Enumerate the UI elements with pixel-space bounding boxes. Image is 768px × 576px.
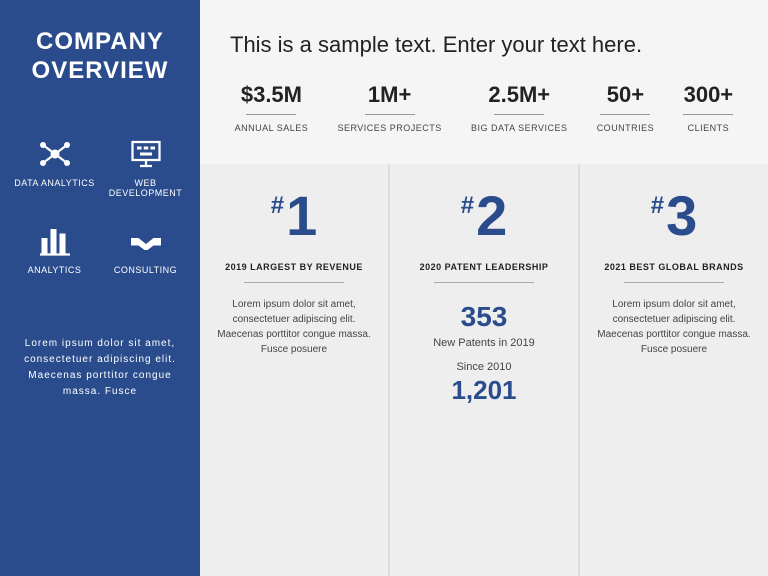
divider [434,282,534,283]
services-grid: DATA ANALYTICS WEB DEVELOPMENT ANALYTICS… [14,136,186,276]
stat-label: ANNUAL SALES [235,123,309,134]
sidebar: COMPANY OVERVIEW DATA ANALYTICS WEB DEVE… [0,0,200,576]
divider [365,114,415,115]
stat-value: $3.5M [241,82,302,108]
divider [494,114,544,115]
service-data-analytics: DATA ANALYTICS [14,136,95,200]
hash-icon: # [651,192,664,220]
rank-digit: 2 [476,188,507,244]
service-consulting: CONSULTING [105,223,186,276]
divider [244,282,344,283]
rank-title: 2020 PATENT LEADERSHIP [420,262,549,272]
sidebar-title: COMPANY OVERVIEW [32,28,169,86]
rank-number: # 3 [651,188,698,244]
service-label: CONSULTING [114,265,177,276]
stat-value: 50+ [607,82,644,108]
stat-clients: 300+ CLIENTS [683,82,733,134]
service-label: ANALYTICS [28,265,82,276]
rank-number: # 1 [271,188,318,244]
stat-big-data-services: 2.5M+ BIG DATA SERVICES [471,82,568,134]
ranking-1: # 1 2019 LARGEST BY REVENUE Lorem ipsum … [200,164,390,576]
presentation-icon [128,136,164,172]
service-web-development: WEB DEVELOPMENT [105,136,186,200]
rank-body: Lorem ipsum dolor sit amet, consectetuer… [596,297,752,357]
handshake-icon [128,223,164,259]
ranking-3: # 3 2021 BEST GLOBAL BRANDS Lorem ipsum … [580,164,768,576]
main-content: This is a sample text. Enter your text h… [200,0,768,576]
rank-digit: 3 [666,188,697,244]
divider [600,114,650,115]
network-icon [37,136,73,172]
stat-countries: 50+ COUNTRIES [597,82,655,134]
service-label: WEB DEVELOPMENT [105,178,186,200]
stat-value: 2.5M+ [488,82,550,108]
header-text: This is a sample text. Enter your text h… [200,0,768,82]
hash-icon: # [461,192,474,220]
stat-label: BIG DATA SERVICES [471,123,568,134]
stat-services-projects: 1M+ SERVICES PROJECTS [337,82,441,134]
stat-annual-sales: $3.5M ANNUAL SALES [235,82,309,134]
title-line-1: COMPANY [32,28,169,57]
patent-label: New Patents in 2019 [433,337,535,349]
rank-title: 2019 LARGEST BY REVENUE [225,262,363,272]
stat-label: COUNTRIES [597,123,655,134]
stat-value: 1M+ [368,82,411,108]
stat-value: 300+ [684,82,734,108]
rank-body: Lorem ipsum dolor sit amet, consectetuer… [216,297,372,357]
ranking-2: # 2 2020 PATENT LEADERSHIP 353 New Paten… [390,164,580,576]
patent-count: 353 [461,301,508,333]
hash-icon: # [271,192,284,220]
service-label: DATA ANALYTICS [14,178,95,189]
divider [683,114,733,115]
stat-label: SERVICES PROJECTS [337,123,441,134]
divider [246,114,296,115]
bar-chart-icon [37,223,73,259]
rank-title: 2021 BEST GLOBAL BRANDS [604,262,743,272]
rank-number: # 2 [461,188,508,244]
since-label: Since 2010 [456,361,511,373]
since-count: 1,201 [451,375,516,406]
rankings-row: # 1 2019 LARGEST BY REVENUE Lorem ipsum … [200,164,768,576]
stat-label: CLIENTS [688,123,730,134]
stats-row: $3.5M ANNUAL SALES 1M+ SERVICES PROJECTS… [200,82,768,164]
divider [624,282,724,283]
title-line-2: OVERVIEW [32,57,169,86]
service-analytics: ANALYTICS [14,223,95,276]
rank-digit: 1 [286,188,317,244]
sidebar-lorem: Lorem ipsum dolor sit amet, consectetuer… [14,336,186,400]
